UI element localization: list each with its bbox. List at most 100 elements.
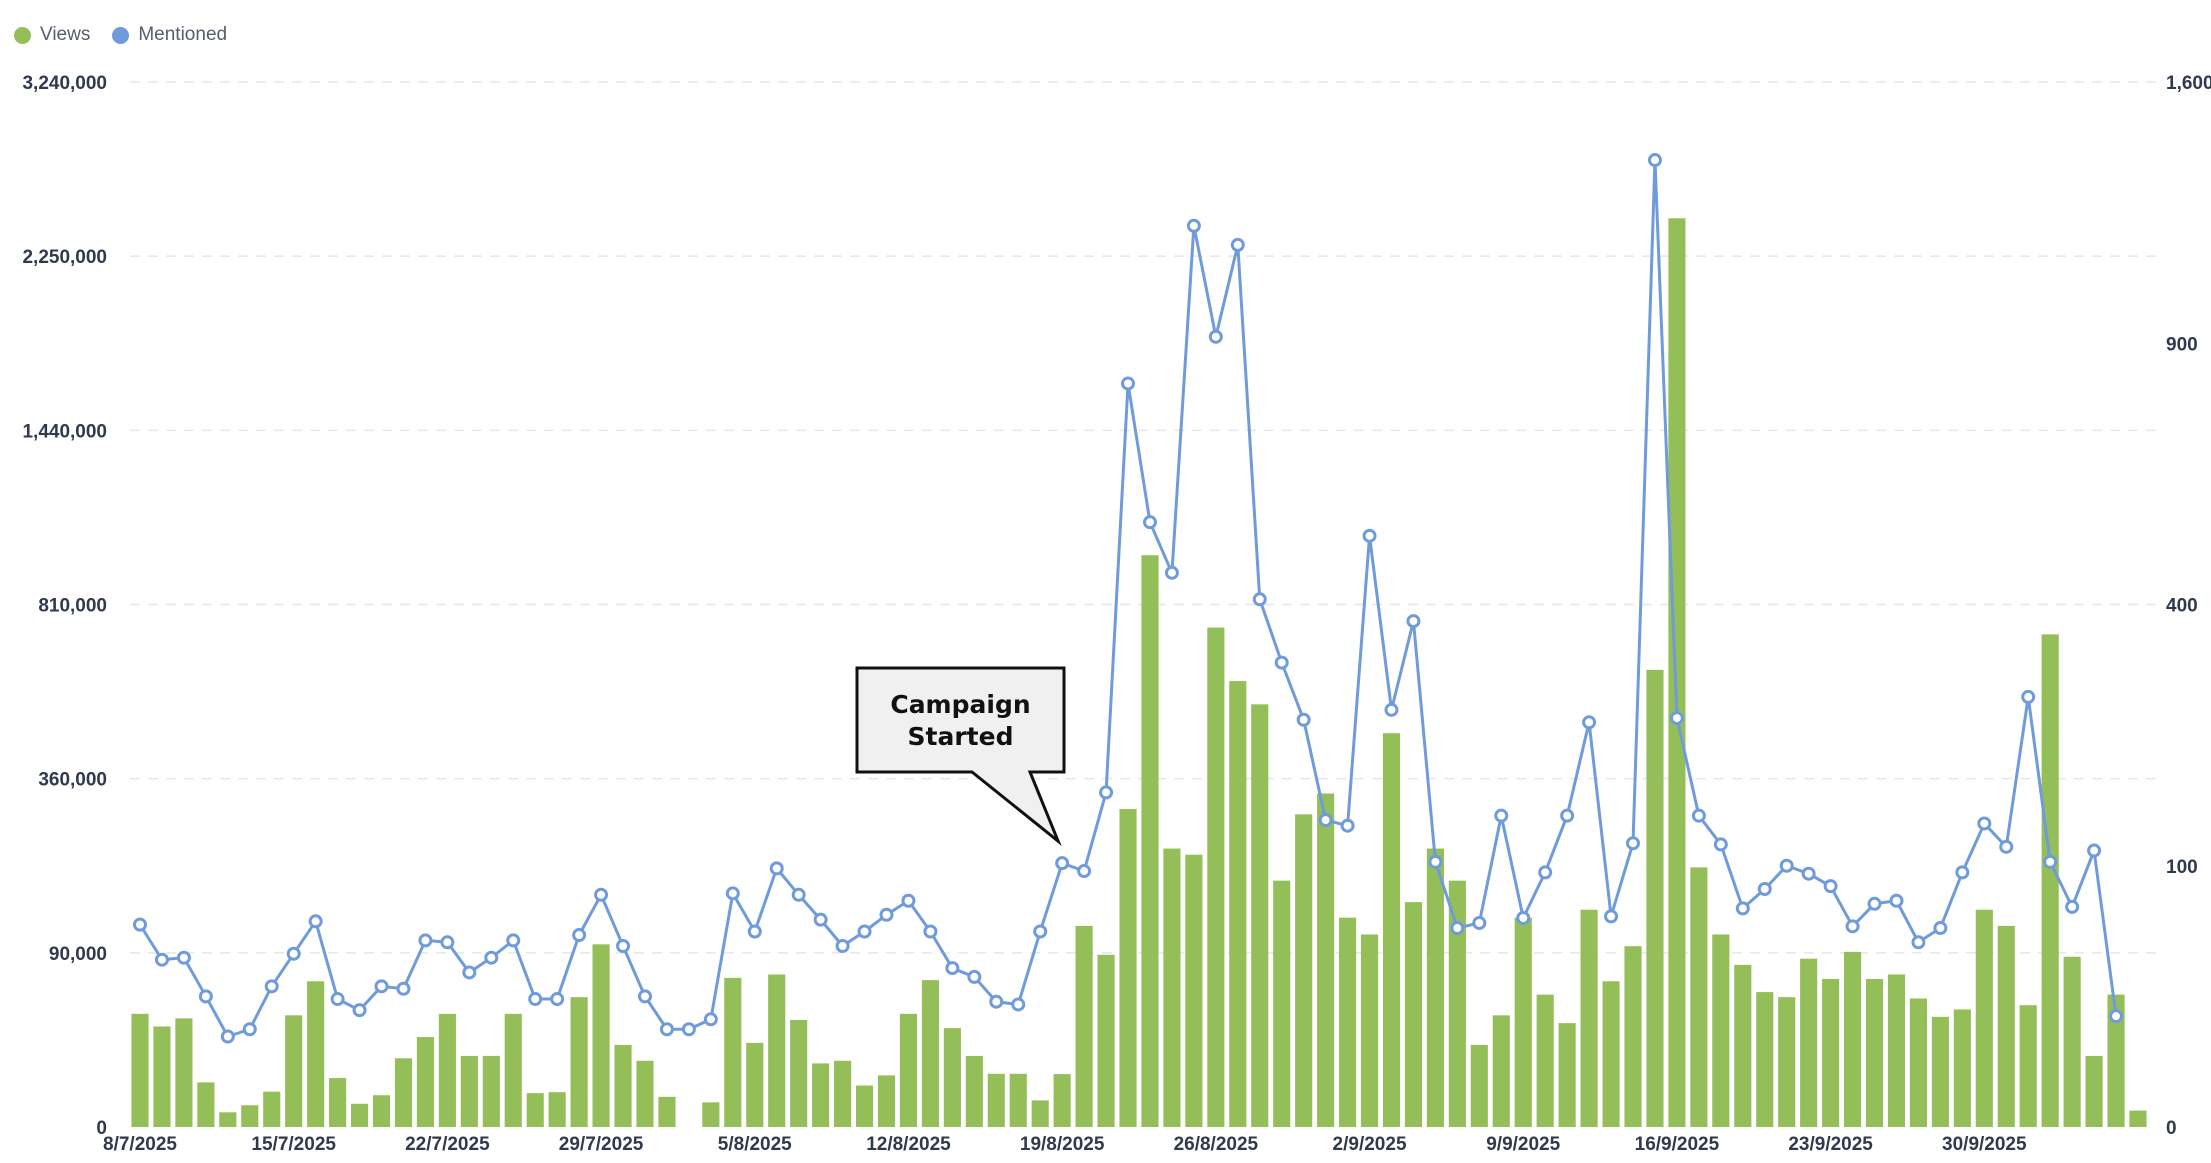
mentioned-point bbox=[703, 1012, 718, 1027]
mentioned-point bbox=[1867, 896, 1882, 911]
views-bar bbox=[1536, 994, 1554, 1127]
views-bar bbox=[1778, 997, 1796, 1127]
views-legend-dot-icon bbox=[14, 26, 31, 44]
views-bar bbox=[394, 1058, 413, 1127]
views-bar bbox=[1229, 681, 1247, 1127]
y-left-tick-label: 3,240,000 bbox=[22, 73, 107, 94]
views-bar bbox=[131, 1013, 149, 1127]
views-bar bbox=[1756, 992, 1774, 1127]
mentioned-line-series bbox=[133, 153, 2124, 1044]
views-bar bbox=[1360, 934, 1379, 1127]
mentioned-point bbox=[1099, 785, 1114, 800]
mentioned-point bbox=[1823, 879, 1838, 894]
mentioned-point bbox=[1538, 865, 1553, 880]
mentioned-point bbox=[835, 939, 850, 954]
mentioned-point bbox=[1779, 858, 1794, 873]
y-right-tick-label: 100 bbox=[2166, 857, 2198, 878]
mentioned-point bbox=[659, 1022, 674, 1037]
mentioned-point bbox=[857, 924, 872, 939]
callout-shape bbox=[855, 666, 1066, 846]
mentioned-point bbox=[1252, 592, 1267, 607]
mentioned-point bbox=[133, 917, 147, 932]
mentioned-point bbox=[1450, 921, 1465, 936]
legend-label-views: Views bbox=[40, 24, 91, 45]
views-bar bbox=[504, 1013, 522, 1127]
mentioned-point bbox=[945, 961, 960, 976]
y-left-tick-label: 360,000 bbox=[38, 770, 107, 791]
mentioned-point bbox=[1011, 997, 1026, 1012]
mentioned-point bbox=[1384, 702, 1399, 717]
mentioned-point bbox=[594, 887, 609, 902]
y-left-tick-label: 810,000 bbox=[38, 596, 107, 617]
y-right-tick-label: 400 bbox=[2166, 596, 2198, 617]
views-bar bbox=[2085, 1055, 2103, 1127]
mentioned-point bbox=[1889, 893, 1904, 908]
views-bar bbox=[921, 980, 939, 1127]
views-bar bbox=[1053, 1074, 1071, 1127]
views-bar bbox=[526, 1093, 544, 1127]
x-tick-label: 12/8/2025 bbox=[866, 1134, 951, 1155]
mentioned-point bbox=[1604, 909, 1619, 924]
views-bar bbox=[285, 1015, 303, 1127]
mentioned-point bbox=[989, 994, 1004, 1009]
views-bar bbox=[1844, 951, 1862, 1127]
mentioned-point bbox=[484, 950, 499, 965]
mentioned-point bbox=[2109, 1009, 2124, 1024]
mentioned-point bbox=[1077, 864, 1092, 879]
mentioned-point bbox=[2043, 854, 2058, 869]
mentioned-point bbox=[637, 989, 652, 1004]
legend-item-mentioned[interactable]: Mentioned bbox=[112, 24, 227, 46]
views-bar bbox=[1624, 946, 1642, 1127]
views-bar bbox=[570, 997, 588, 1127]
views-bar bbox=[1075, 925, 1093, 1127]
views-bar bbox=[877, 1075, 896, 1127]
y-right-tick-label: 0 bbox=[2166, 1118, 2177, 1139]
x-tick-label: 26/8/2025 bbox=[1174, 1134, 1259, 1155]
mentioned-point bbox=[923, 924, 938, 939]
mentioned-point bbox=[506, 933, 521, 948]
mentioned-point bbox=[1713, 837, 1728, 852]
views-bars bbox=[131, 218, 2147, 1128]
callout-line-2: Started bbox=[908, 722, 1014, 751]
mentioned-point bbox=[1362, 528, 1377, 543]
views-bar bbox=[438, 1013, 456, 1127]
mentioned-point bbox=[198, 989, 213, 1004]
mentioned-point bbox=[1999, 839, 2014, 854]
views-bar bbox=[1997, 925, 2015, 1127]
views-bar bbox=[812, 1063, 830, 1127]
x-tick-label: 29/7/2025 bbox=[559, 1134, 644, 1155]
x-tick-label: 23/9/2025 bbox=[1788, 1134, 1873, 1155]
mentioned-point bbox=[1055, 856, 1070, 871]
mentioned-point bbox=[418, 933, 433, 948]
views-bar bbox=[1602, 981, 1620, 1127]
mentioned-point bbox=[1186, 218, 1201, 233]
y-left-tick-label: 2,250,000 bbox=[22, 247, 107, 268]
mentioned-point bbox=[1669, 711, 1684, 726]
mentioned-point bbox=[1340, 818, 1355, 833]
views-bar bbox=[241, 1105, 259, 1127]
views-bar bbox=[1953, 1009, 1971, 1127]
views-bar bbox=[790, 1019, 808, 1127]
views-bar bbox=[2019, 1005, 2037, 1127]
mentioned-point bbox=[879, 907, 894, 922]
mentioned-point bbox=[528, 992, 543, 1007]
views-bar bbox=[350, 1103, 369, 1127]
mentioned-point bbox=[440, 935, 455, 950]
mentioned-point bbox=[1801, 866, 1816, 881]
views-bar bbox=[548, 1092, 566, 1127]
views-bar bbox=[175, 1018, 193, 1127]
mentioned-point bbox=[1164, 565, 1179, 580]
mentioned-point bbox=[901, 893, 916, 908]
legend: Views Mentioned bbox=[14, 24, 227, 46]
mentioned-point bbox=[242, 1022, 257, 1037]
mentioned-point bbox=[725, 886, 740, 901]
y-left-tick-label: 1,440,000 bbox=[22, 421, 107, 442]
legend-item-views[interactable]: Views bbox=[14, 24, 90, 46]
mentioned-point bbox=[1208, 329, 1223, 344]
views-bar bbox=[1822, 978, 1840, 1127]
views-bar bbox=[1734, 964, 1752, 1127]
x-tick-label: 15/7/2025 bbox=[251, 1134, 336, 1155]
mentioned-point bbox=[1691, 808, 1706, 823]
mentioned-point bbox=[220, 1029, 235, 1044]
